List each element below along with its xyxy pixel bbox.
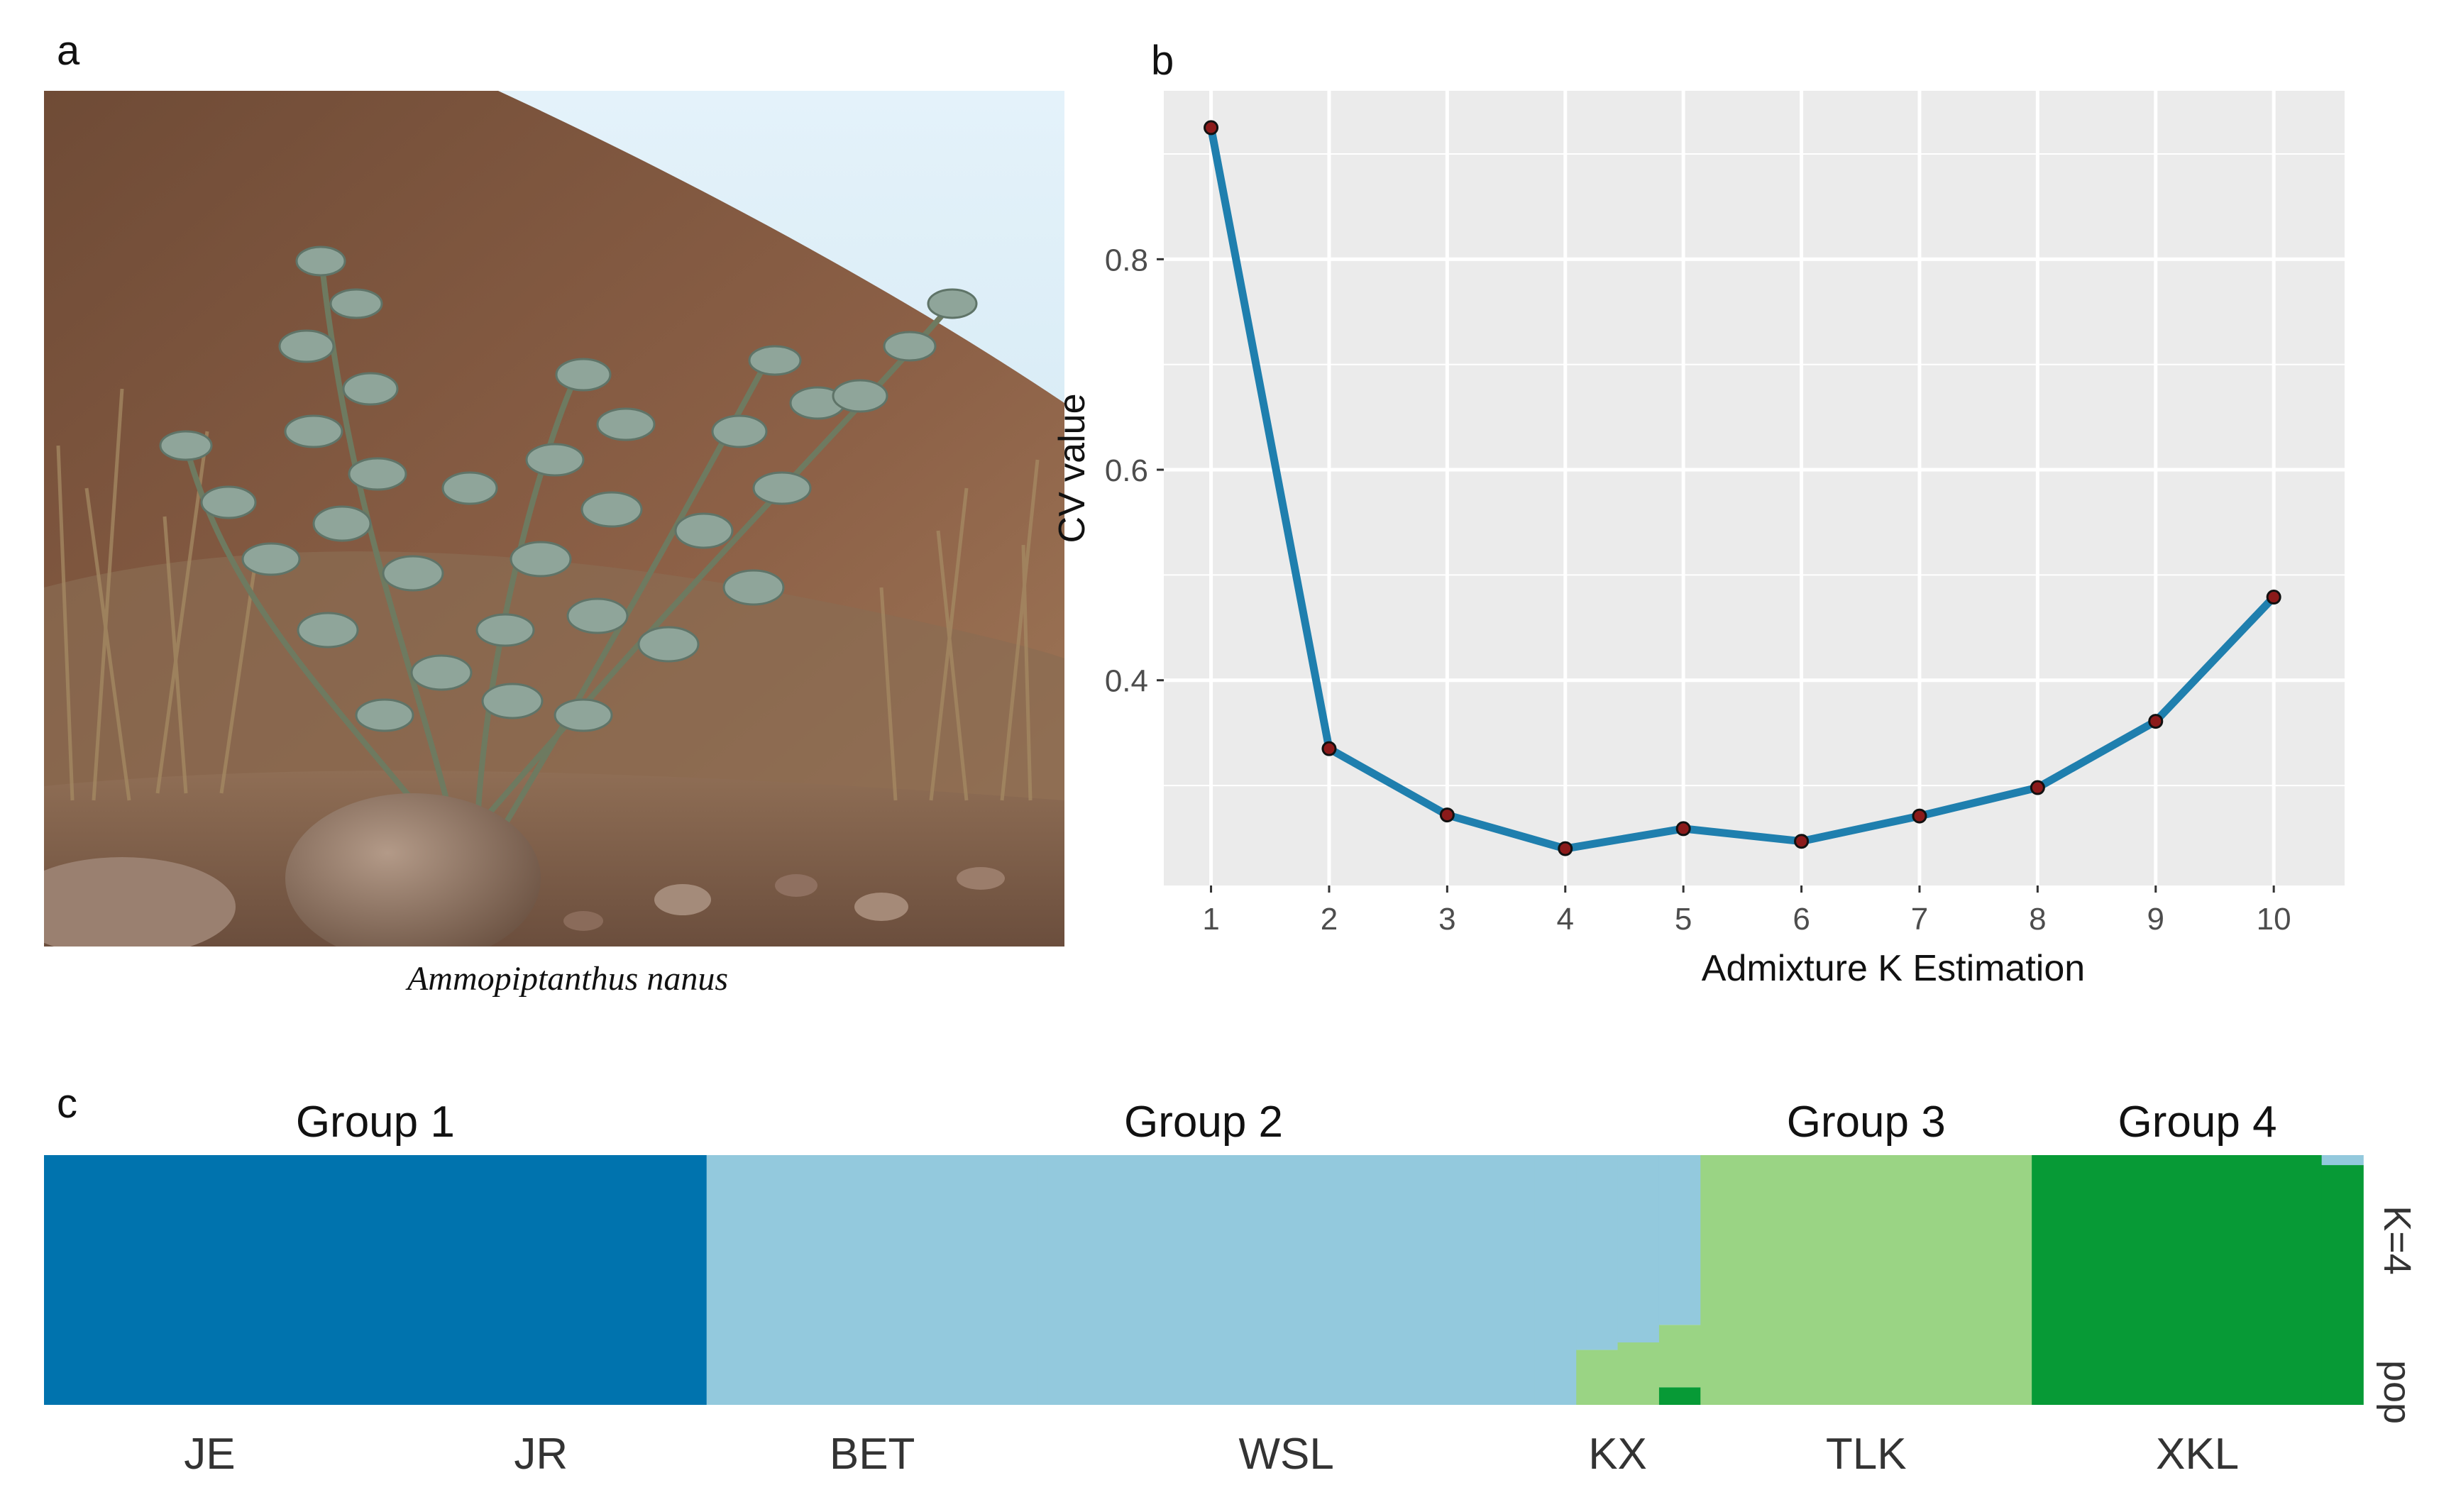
plot-panel	[1164, 91, 2345, 885]
panel-label-c: c	[57, 1081, 77, 1127]
plant-photo-illustration	[44, 91, 1064, 947]
cv-line-chart: 0.4 0.6 0.8 1 2 3 4 5 6 7 8 9 10 Admixture K Estima…	[1052, 91, 2345, 989]
cv-point-k10	[2266, 590, 2281, 605]
cv-point-k4	[1558, 841, 1573, 856]
pop-label-tlk: TLK	[1826, 1430, 1907, 1479]
cv-point-k1	[1204, 120, 1219, 136]
admixture-bar-kx-cluster-3	[1658, 1325, 1702, 1388]
x-tick-label: 3	[1438, 902, 1455, 937]
y-axis-label: CV value	[1052, 394, 1093, 543]
admixture-bar-xkl-cluster-4	[2321, 1165, 2364, 1405]
plant-photo	[44, 91, 1064, 947]
pop-label-je: JE	[184, 1430, 235, 1479]
y-tick-label: 0.4	[1105, 664, 1148, 699]
admixture-bar-kx-cluster-3	[1617, 1342, 1660, 1405]
pop-label-kx: KX	[1588, 1430, 1647, 1479]
x-axis-label: Admixture K Estimation	[1702, 948, 2085, 989]
cv-point-k5	[1675, 821, 1691, 837]
admixture-bar-kx-cluster-2	[1658, 1155, 1702, 1325]
admixture-bar-tlk-cluster-3	[1700, 1155, 2032, 1405]
admixture-bar-kx-cluster-4	[1658, 1387, 1702, 1405]
x-tick-label: 4	[1557, 902, 1574, 937]
cv-point-k8	[2030, 780, 2045, 795]
k-label: K=4	[2376, 1205, 2418, 1275]
panel-label-a: a	[57, 28, 80, 74]
admixture-bar-kx-cluster-3	[1576, 1350, 1619, 1405]
photo-caption: Ammopiptanthus nanus	[407, 960, 728, 998]
admixture-structure-plot: Group 1 Group 2 Group 3 Group 4 JE JR BET WSL K…	[44, 1098, 2418, 1479]
admixture-bar-je-cluster-1	[44, 1155, 376, 1405]
cv-point-k9	[2148, 714, 2164, 729]
x-tick-label: 10	[2257, 902, 2291, 937]
x-tick-label: 8	[2029, 902, 2046, 937]
y-tick-label: 0.8	[1105, 243, 1148, 277]
admixture-bar-kx-cluster-2	[1617, 1155, 1660, 1342]
admixture-bar-jr-cluster-1	[375, 1155, 708, 1405]
x-tick-label: 6	[1793, 902, 1810, 937]
x-tick-label: 5	[1675, 902, 1692, 937]
cv-point-k3	[1439, 807, 1455, 823]
x-tick-label: 7	[1911, 902, 1928, 937]
x-tick-label: 9	[2147, 902, 2164, 937]
pop-label-bet: BET	[830, 1430, 915, 1479]
cv-point-k2	[1321, 741, 1337, 756]
pop-label: pop	[2376, 1360, 2418, 1424]
admixture-bar-xkl-cluster-2	[2321, 1155, 2364, 1166]
admixture-bar-kx-cluster-2	[1534, 1155, 1578, 1405]
x-tick-label: 2	[1321, 902, 1338, 937]
y-tick-label: 0.6	[1105, 453, 1148, 488]
cv-point-k6	[1794, 834, 1810, 849]
x-tick-label: 1	[1202, 902, 1219, 937]
pop-label-jr: JR	[514, 1430, 568, 1479]
pop-label-wsl: WSL	[1239, 1430, 1334, 1479]
pop-label-xkl: XKL	[2156, 1430, 2239, 1479]
cv-point-k7	[1912, 808, 1927, 824]
panel-label-b: b	[1151, 38, 1174, 84]
admixture-bar-xkl-cluster-4	[2032, 1155, 2323, 1405]
cv-series-line	[1207, 126, 2277, 853]
group-label-2: Group 2	[1124, 1098, 1283, 1147]
group-label-1: Group 1	[296, 1098, 455, 1147]
admixture-bar-wsl-cluster-2	[1037, 1155, 1536, 1405]
group-label-4: Group 4	[2118, 1098, 2277, 1147]
admixture-bar-bet-cluster-2	[706, 1155, 1039, 1405]
admixture-bar-kx-cluster-2	[1576, 1155, 1619, 1350]
group-label-3: Group 3	[1787, 1098, 1946, 1147]
